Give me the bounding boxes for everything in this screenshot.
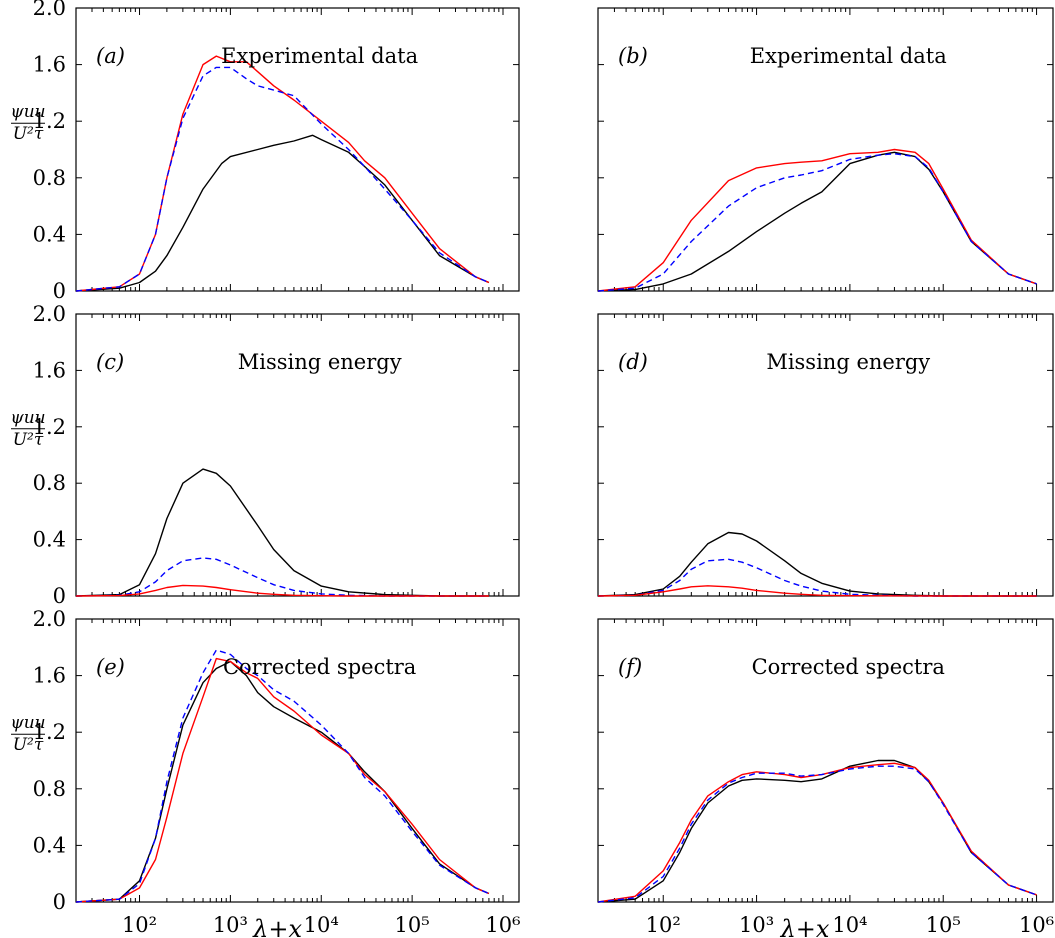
y-tick-label: 1.6 [33,664,66,688]
x-axis-label: λ+x [252,915,302,938]
y-tick-label: 0 [53,890,66,914]
series-line-black [75,134,490,292]
series-line-red [75,584,489,597]
y-tick-label: 0.8 [33,166,66,190]
y-tick-label: 2.0 [33,302,66,326]
panel-b: (b) Experimental data [597,7,1054,292]
series-line-blue [597,558,1037,597]
y-tick-label: 0.4 [33,528,66,552]
y-tick-label: 1.2 [33,720,66,744]
y-tick-label: 0.4 [33,222,66,246]
panel-title: Experimental data [221,44,418,68]
panel-label: (a) [96,44,125,68]
series-line-blue [597,765,1037,903]
series-line-black [597,759,1037,903]
y-tick-label: 2.0 [33,0,66,20]
y-tick-label: 2.0 [33,607,66,631]
y-tick-label: 0.8 [33,471,66,495]
panel-title: Corrected spectra [752,655,945,679]
y-tick-label: 0.8 [33,777,66,801]
series-line-black [75,468,489,597]
series-line-blue [597,152,1037,292]
plot-frame [597,7,1054,292]
x-tick-label: 10³ [213,913,248,937]
series-line-blue [75,649,490,903]
y-axis-label-numerator: ψuu [10,408,45,428]
series-line-red [75,657,490,903]
panel-f: 10² 10³ 10⁴ 10⁵ 10⁶ λ+x (f) Corrected spectra [597,618,1054,938]
series-line-red [75,55,490,292]
x-tick-label: 10² [122,913,157,937]
x-axis-label: λ+x [780,915,830,938]
series-line-blue [75,557,489,597]
panel-label: (c) [96,350,124,374]
panel-title: Missing energy [766,350,930,374]
y-axis-label-numerator: ψuu [10,713,45,733]
series-line-black [75,660,490,903]
plot-frame [597,618,1054,903]
x-tick-label: 10⁶ [485,913,520,937]
y-axis-label-denominator: U²τ [13,430,44,450]
series-line-black [597,151,1037,292]
x-tick-label: 10⁵ [926,913,961,937]
y-axis-label-denominator: U²τ [13,735,44,755]
panel-label: (f) [618,655,642,679]
series-line-red [597,762,1037,903]
x-tick-label: 10⁴ [832,913,867,937]
panel-title: Corrected spectra [223,655,416,679]
series-line-red [597,585,1037,597]
x-tick-label: 10⁴ [304,913,339,937]
y-tick-label: 0 [53,584,66,608]
panel-label: (e) [96,655,125,679]
series-line-black [597,531,1037,597]
plot-frame [75,7,520,292]
panel-title: Missing energy [238,350,402,374]
panel-label: (b) [618,44,648,68]
x-tick-label: 10² [646,913,681,937]
x-tick-label: 10⁵ [395,913,430,937]
y-tick-label: 0.4 [33,833,66,857]
series-line-red [597,148,1037,292]
panel-title: Experimental data [750,44,947,68]
plot-frame [75,618,520,903]
panel-label: (d) [618,350,648,374]
panel-d: (d) Missing energy [597,313,1054,597]
y-tick-label: 1.2 [33,415,66,439]
y-tick-label: 1.6 [33,53,66,77]
y-tick-label: 1.2 [33,109,66,133]
y-axis-label-denominator: U²τ [13,124,44,144]
y-tick-label: 1.6 [33,358,66,382]
x-tick-label: 10⁶ [1019,913,1054,937]
x-tick-label: 10³ [739,913,774,937]
y-axis-label-numerator: ψuu [10,102,45,122]
y-tick-label: 0 [53,279,66,303]
series-line-blue [75,66,490,292]
